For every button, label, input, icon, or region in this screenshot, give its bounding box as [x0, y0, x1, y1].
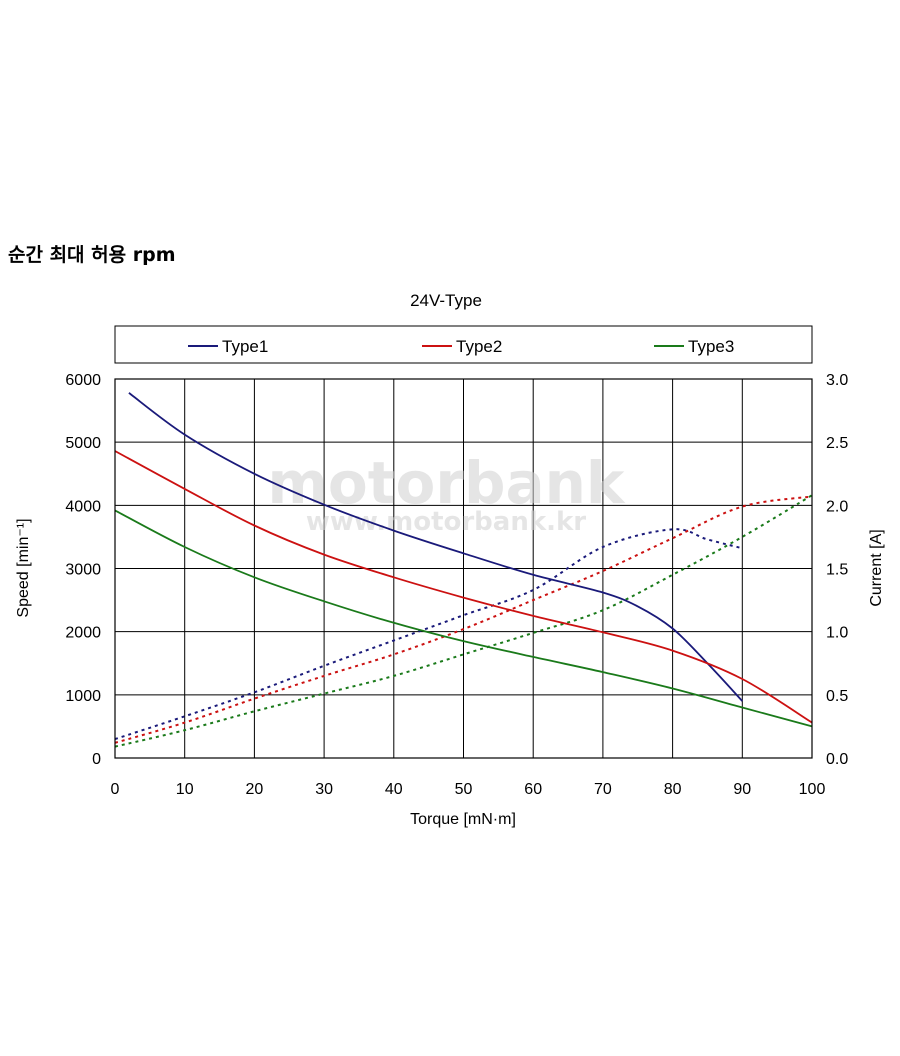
x-axis-label: Torque [mN·m]: [410, 811, 516, 828]
x-tick-label: 90: [733, 781, 751, 798]
legend: Type1 Type2 Type3: [114, 325, 813, 364]
y-axis-left-label: Speed [min⁻¹]: [15, 518, 32, 617]
y-tick-label: 6000: [65, 372, 101, 389]
x-tick-label: 30: [315, 781, 333, 798]
y-axis-right-ticks: 0.0 0.5 1.0 1.5 2.0 2.5 3.0: [826, 372, 848, 768]
x-tick-label: 10: [176, 781, 194, 798]
y-axis-right-label: Current [A]: [868, 529, 885, 606]
y-tick-label: 1000: [65, 688, 101, 705]
y2-tick-label: 0.0: [826, 751, 848, 768]
chart-title: 24V-Type: [410, 291, 482, 310]
y2-tick-label: 1.0: [826, 625, 848, 642]
y2-tick-label: 2.0: [826, 498, 848, 515]
legend-label-type1: Type1: [222, 337, 268, 356]
current-line-type2: [114, 495, 813, 744]
speed-current-chart: 24V-Type Type1 Type2 Type3 motorbank www.m…: [15, 291, 885, 828]
speed-series: [114, 392, 813, 728]
page-heading: 순간 최대 허용 rpm: [8, 244, 176, 266]
current-line-type1: [114, 528, 743, 741]
y2-tick-label: 1.5: [826, 562, 848, 579]
x-tick-label: 70: [594, 781, 612, 798]
x-tick-label: 60: [524, 781, 542, 798]
y-tick-label: 2000: [65, 625, 101, 642]
y2-tick-label: 2.5: [826, 435, 848, 452]
speed-line-type2: [114, 450, 813, 724]
legend-label-type3: Type3: [688, 337, 734, 356]
legend-box: [114, 325, 813, 364]
plot-frame: [114, 378, 813, 759]
y-axis-left-ticks: 0 1000 2000 3000 4000 5000 6000: [65, 372, 101, 768]
current-series: [114, 494, 813, 748]
y2-tick-label: 3.0: [826, 372, 848, 389]
x-tick-label: 80: [664, 781, 682, 798]
y-tick-label: 3000: [65, 562, 101, 579]
y-tick-label: 4000: [65, 498, 101, 515]
watermark-sub: www.motorbank.kr: [306, 507, 586, 537]
x-tick-label: 40: [385, 781, 403, 798]
speed-line-type1: [128, 392, 743, 702]
y-tick-label: 0: [92, 751, 101, 768]
x-tick-label: 0: [111, 781, 120, 798]
speed-line-type3: [114, 509, 813, 728]
x-tick-label: 50: [455, 781, 473, 798]
y-tick-label: 5000: [65, 435, 101, 452]
x-tick-label: 20: [246, 781, 264, 798]
x-tick-label: 100: [799, 781, 826, 798]
x-axis-ticks: 0 10 20 30 40 50 60 70 80 90 100: [111, 781, 826, 798]
y2-tick-label: 0.5: [826, 688, 848, 705]
legend-label-type2: Type2: [456, 337, 502, 356]
